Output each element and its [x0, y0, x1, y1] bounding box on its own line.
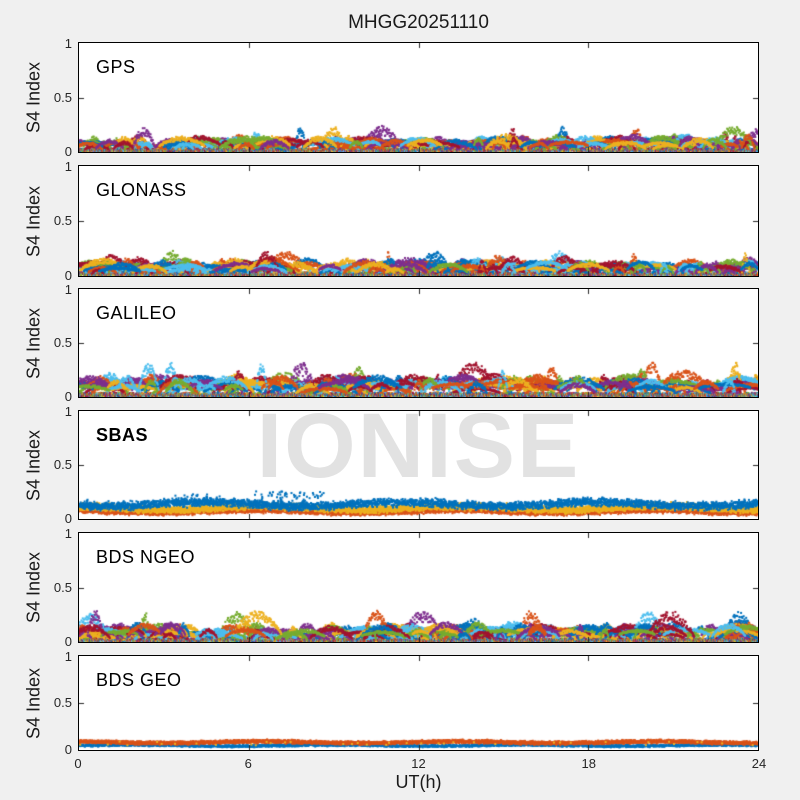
panel-bds-ngeo: S4 Index 1 0.5 0 BDS NGEO: [24, 526, 759, 649]
scatter-canvas-bds-ngeo: [79, 533, 758, 642]
x-tick-label-12: 12: [411, 756, 426, 771]
x-tick-label-18: 18: [581, 756, 596, 771]
y-tick-label-1: 1: [64, 526, 72, 541]
y-tick-label-1: 1: [64, 649, 72, 664]
panel-glonass: S4 Index 1 0.5 0 GLONASS: [24, 159, 759, 283]
scatter-canvas-galileo: [79, 289, 758, 397]
x-axis-label: UT(h): [395, 772, 442, 792]
scatter-canvas-glonass: [79, 166, 758, 276]
x-axis-tick-labels: 0 6 12 18 24: [74, 756, 766, 772]
y-tick-label-1: 1: [64, 404, 72, 419]
scatter-canvas-bds-geo: [79, 656, 758, 750]
y-tick-label-1: 1: [64, 36, 72, 51]
panel-galileo: S4 Index 1 0.5 0 GALILEO: [24, 282, 759, 404]
y-tick-label-0: 0: [64, 511, 72, 526]
panel-sbas: IONISE S4 Index 1 0.5 0 SBAS: [24, 400, 759, 526]
x-tick-label-6: 6: [244, 756, 252, 771]
constellation-label-galileo: GALILEO: [96, 303, 177, 323]
y-tick-label-0: 0: [64, 144, 72, 159]
y-tick-label-0p5: 0.5: [53, 89, 72, 105]
y-tick-label-0p5: 0.5: [53, 579, 72, 595]
panel-bds-geo: S4 Index 1 0.5 0 BDS GEO: [24, 649, 759, 757]
x-tick-label-24: 24: [751, 756, 767, 771]
panel-gps: S4 Index 1 0.5 0 GPS: [24, 36, 759, 159]
y-tick-label-0p5: 0.5: [53, 457, 72, 472]
y-tick-label-0: 0: [64, 268, 72, 283]
scatter-canvas-sbas: [79, 411, 758, 519]
y-tick-label-0p5: 0.5: [53, 335, 72, 350]
y-tick-label-1: 1: [64, 159, 72, 174]
y-tick-label-0p5: 0.5: [53, 213, 72, 228]
y-tick-label-0: 0: [64, 742, 72, 757]
constellation-label-gps: GPS: [96, 57, 136, 77]
y-tick-label-1: 1: [64, 282, 72, 297]
y-tick-label-0p5: 0.5: [53, 695, 72, 710]
y-tick-label-0: 0: [64, 389, 72, 404]
constellation-label-glonass: GLONASS: [96, 180, 187, 200]
y-tick-label-0: 0: [64, 634, 72, 649]
x-tick-label-0: 0: [74, 756, 82, 771]
constellation-label-bds-geo: BDS GEO: [96, 670, 182, 690]
figure-title: MHGG20251110: [348, 12, 489, 33]
scatter-canvas-gps: [79, 43, 758, 152]
constellation-label-bds-ngeo: BDS NGEO: [96, 547, 196, 567]
constellation-label-sbas: SBAS: [96, 425, 149, 445]
